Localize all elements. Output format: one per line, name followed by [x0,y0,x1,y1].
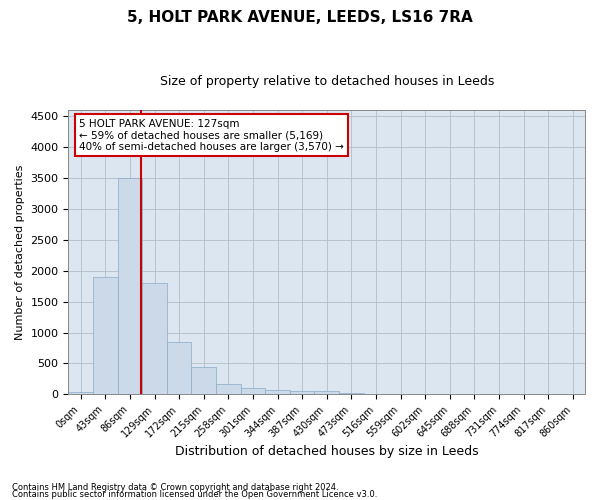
Bar [142,283,167,395]
Bar [265,390,290,394]
Bar [118,178,142,394]
Text: 5 HOLT PARK AVENUE: 127sqm
← 59% of detached houses are smaller (5,169)
40% of s: 5 HOLT PARK AVENUE: 127sqm ← 59% of deta… [79,118,344,152]
Bar [191,367,216,394]
Bar [93,277,118,394]
Bar [241,388,265,394]
Text: Contains public sector information licensed under the Open Government Licence v3: Contains public sector information licen… [12,490,377,499]
Bar [216,384,241,394]
Title: Size of property relative to detached houses in Leeds: Size of property relative to detached ho… [160,75,494,88]
Bar [167,342,191,394]
Bar [290,390,314,394]
Bar [68,392,93,394]
Bar [314,391,339,394]
Text: Contains HM Land Registry data © Crown copyright and database right 2024.: Contains HM Land Registry data © Crown c… [12,484,338,492]
X-axis label: Distribution of detached houses by size in Leeds: Distribution of detached houses by size … [175,444,479,458]
Y-axis label: Number of detached properties: Number of detached properties [15,164,25,340]
Text: 5, HOLT PARK AVENUE, LEEDS, LS16 7RA: 5, HOLT PARK AVENUE, LEEDS, LS16 7RA [127,10,473,25]
